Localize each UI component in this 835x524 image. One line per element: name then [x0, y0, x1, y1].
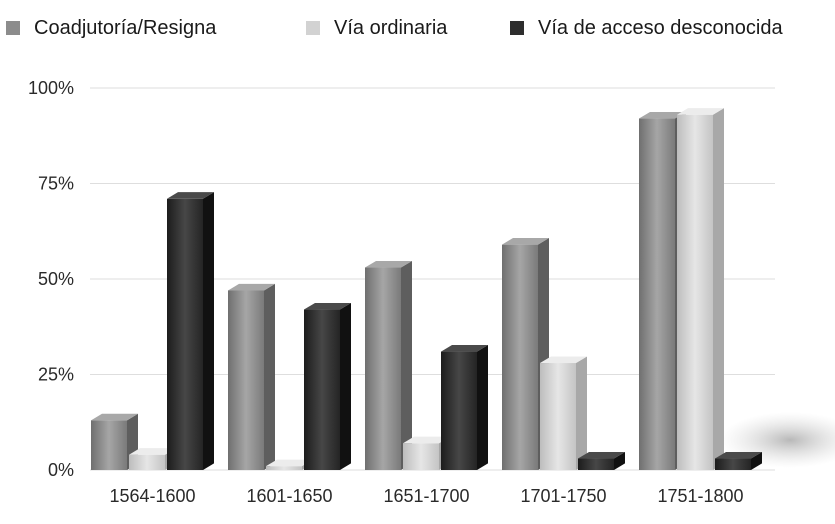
bar	[228, 283, 275, 470]
bar	[540, 356, 587, 470]
x-tick-label: 1701-1750	[520, 486, 606, 506]
legend-label-via-desconocida: Vía de acceso desconocida	[538, 16, 783, 39]
y-tick-label: 100%	[28, 78, 74, 98]
bar	[715, 451, 762, 470]
x-tick-label: 1601-1650	[246, 486, 332, 506]
x-tick-label: 1751-1800	[657, 486, 743, 506]
x-axis-tick-labels: 1564-1600 1601-1650 1651-1700 1701-1750 1751…	[109, 486, 743, 506]
legend-item-coadjutoria: Coadjutoría/Resigna	[6, 14, 216, 42]
y-tick-label: 75%	[38, 174, 74, 194]
x-tick-label: 1564-1600	[109, 486, 195, 506]
y-tick-label: 50%	[38, 269, 74, 289]
legend-swatch-via-ordinaria	[306, 21, 320, 35]
bar	[441, 344, 488, 470]
bar	[304, 302, 351, 470]
y-tick-label: 0%	[48, 460, 74, 480]
bar	[365, 260, 412, 470]
legend-label-via-ordinaria: Vía ordinaria	[334, 16, 448, 39]
y-axis-tick-labels: 0% 25% 50% 75% 100%	[28, 78, 74, 480]
bar	[167, 192, 214, 470]
legend-item-via-ordinaria: Vía ordinaria	[306, 14, 447, 42]
bar	[677, 108, 724, 471]
bars	[91, 108, 762, 471]
legend-item-via-desconocida: Vía de acceso desconocida	[510, 14, 783, 42]
chart-legend: Coadjutoría/Resigna Vía ordinaria Vía de…	[0, 8, 835, 48]
legend-swatch-coadjutoria	[6, 21, 20, 35]
bar	[578, 451, 625, 470]
x-tick-label: 1651-1700	[383, 486, 469, 506]
legend-swatch-via-desconocida	[510, 21, 524, 35]
legend-label-coadjutoria: Coadjutoría/Resigna	[34, 16, 217, 39]
bar	[502, 238, 549, 470]
y-tick-label: 25%	[38, 365, 74, 385]
